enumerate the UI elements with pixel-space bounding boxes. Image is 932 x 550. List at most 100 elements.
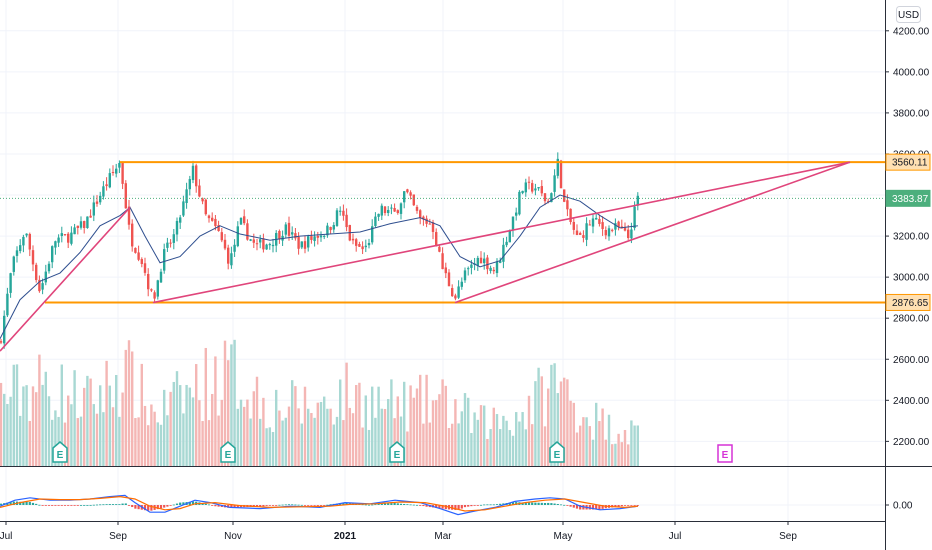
volume-bar	[582, 417, 585, 466]
macd-hist-bar	[147, 505, 150, 511]
macd-hist-bar	[579, 505, 582, 510]
macd-hist-bar	[300, 504, 303, 506]
earnings-marker[interactable]: E	[52, 441, 68, 463]
candle-body	[502, 244, 505, 262]
volume-bar	[534, 381, 537, 466]
volume-bar	[543, 426, 547, 466]
candle-body	[559, 160, 563, 189]
candle-body	[371, 226, 374, 243]
macd-hist-bar	[51, 505, 54, 506]
macd-hist-bar	[310, 505, 313, 506]
macd-hist-bar	[150, 505, 153, 511]
volume-bar	[515, 412, 518, 466]
volume-bar	[351, 413, 355, 466]
candle-body	[617, 221, 620, 228]
candle-body	[89, 215, 92, 218]
candle-body	[121, 162, 124, 184]
macd-hist-bar	[303, 505, 307, 506]
volume-bar	[227, 360, 230, 466]
macd-hist-bar	[188, 501, 191, 505]
candle-body	[252, 239, 255, 243]
macd-hist-bar	[383, 503, 387, 505]
trendline[interactable]	[152, 161, 851, 304]
earnings-marker[interactable]: E	[717, 444, 733, 463]
time-tick-label: May	[554, 531, 573, 542]
drawing-layer[interactable]	[0, 161, 885, 352]
candle-body	[518, 191, 521, 215]
time-tick-label: Sep	[779, 531, 797, 542]
volume-bar	[278, 410, 281, 466]
volume-bar	[572, 402, 575, 466]
volume-bar	[291, 380, 294, 466]
volume-bar	[447, 427, 451, 466]
volume-bar	[614, 443, 617, 466]
macd-hist-bar	[134, 505, 137, 509]
macd-hist-bar	[396, 503, 399, 505]
macd-hist-bar	[438, 505, 441, 509]
candle-body	[28, 233, 31, 250]
macd-hist-bar	[166, 505, 169, 507]
candle-body	[124, 183, 127, 209]
volume-bar	[297, 408, 300, 466]
candle-body	[134, 247, 137, 253]
candle-body	[35, 264, 38, 281]
macd-hist-bar	[591, 505, 595, 510]
candle-body	[73, 227, 76, 235]
macd-hist-bar	[361, 504, 364, 506]
candle-body	[182, 201, 185, 216]
volume-bar	[326, 408, 329, 466]
macd-hist-bar	[441, 505, 444, 509]
candle-body	[345, 214, 348, 228]
candle-body	[6, 293, 9, 316]
currency-label: USD	[898, 10, 919, 21]
macd-hist-bar	[259, 505, 262, 507]
volume-bar	[323, 396, 326, 466]
volume-bar	[185, 384, 188, 466]
volume-bar	[268, 427, 271, 466]
volume-bar	[367, 429, 371, 466]
price-axis[interactable]: 4200.004000.003800.003600.003200.003000.…	[885, 26, 931, 512]
trendline[interactable]	[0, 206, 131, 352]
macd-tick-label: 0.00	[893, 501, 913, 512]
candle-body	[563, 189, 566, 202]
candle-body	[163, 249, 166, 271]
volume-bar	[236, 408, 239, 466]
candle-body	[265, 244, 268, 250]
macd-hist-bar	[620, 505, 623, 507]
macd-hist-bar	[278, 504, 281, 506]
candle-body	[99, 195, 102, 203]
volume-bar	[41, 384, 44, 466]
earnings-marker[interactable]: E	[549, 441, 565, 463]
earnings-marker[interactable]: E	[220, 441, 236, 463]
macd-hist-bar	[12, 501, 15, 505]
macd-hist-bar	[345, 502, 348, 505]
candle-body	[633, 206, 636, 229]
volume-bar	[99, 385, 102, 466]
candle-body	[175, 220, 179, 235]
volume-bar	[255, 376, 259, 466]
volume-bar	[620, 442, 623, 466]
macd-hist-bar	[598, 505, 601, 510]
macd-hist-bar	[201, 503, 204, 505]
time-axis[interactable]: Jul Sep Nov 2021 Mar May Jul Sep	[0, 521, 797, 542]
candle-body	[342, 210, 345, 216]
candle-body	[431, 222, 435, 232]
macd-hist-bar	[159, 505, 163, 509]
candle-body	[540, 186, 543, 194]
volume-bar	[313, 417, 316, 466]
candle-body	[83, 221, 86, 229]
macd-hist-bar	[22, 501, 25, 505]
volume-bar	[527, 395, 531, 466]
volume-histogram	[0, 339, 639, 466]
currency-button[interactable]: USD	[896, 6, 921, 23]
candle-body	[329, 227, 332, 231]
macd-hist-bar	[102, 504, 105, 506]
macd-hist-bar	[25, 501, 28, 505]
trendline[interactable]	[454, 161, 851, 304]
candle-body	[22, 236, 25, 246]
earnings-marker[interactable]: E	[389, 441, 405, 463]
volume-bar	[140, 363, 143, 466]
macd-hist-bar	[204, 503, 207, 505]
